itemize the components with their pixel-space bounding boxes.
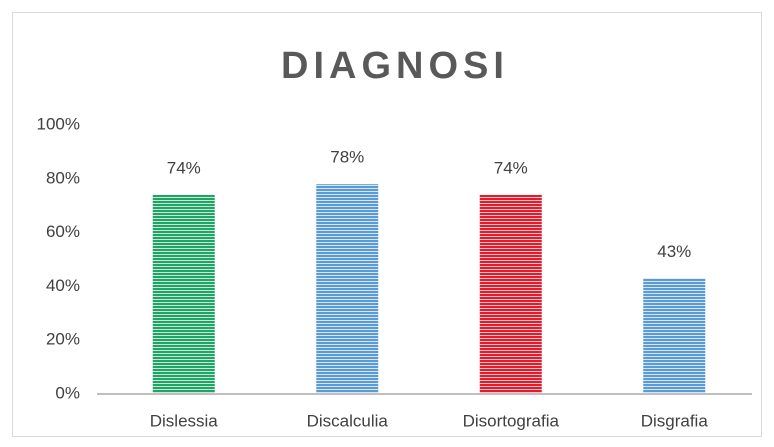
value-label: 78% (330, 148, 364, 167)
bar (316, 184, 379, 394)
value-label: 43% (657, 242, 691, 261)
y-tick-label: 100% (37, 114, 80, 133)
x-tick-label: Disgrafia (641, 411, 709, 430)
value-label: 74% (167, 158, 201, 177)
y-tick-label: 40% (46, 276, 80, 295)
y-tick-label: 80% (46, 168, 80, 187)
y-tick-label: 60% (46, 222, 80, 241)
value-label: 74% (494, 158, 528, 177)
bar (152, 194, 215, 394)
x-tick-label: Disortografia (463, 411, 560, 430)
bar (479, 194, 542, 394)
x-tick-label: Dislessia (150, 411, 219, 430)
y-tick-label: 20% (46, 330, 80, 349)
y-tick-label: 0% (55, 383, 80, 402)
bar (643, 278, 706, 394)
chart-border (12, 12, 762, 437)
x-tick-label: Discalculia (307, 411, 389, 430)
chart-title: DIAGNOSI (281, 45, 509, 87)
